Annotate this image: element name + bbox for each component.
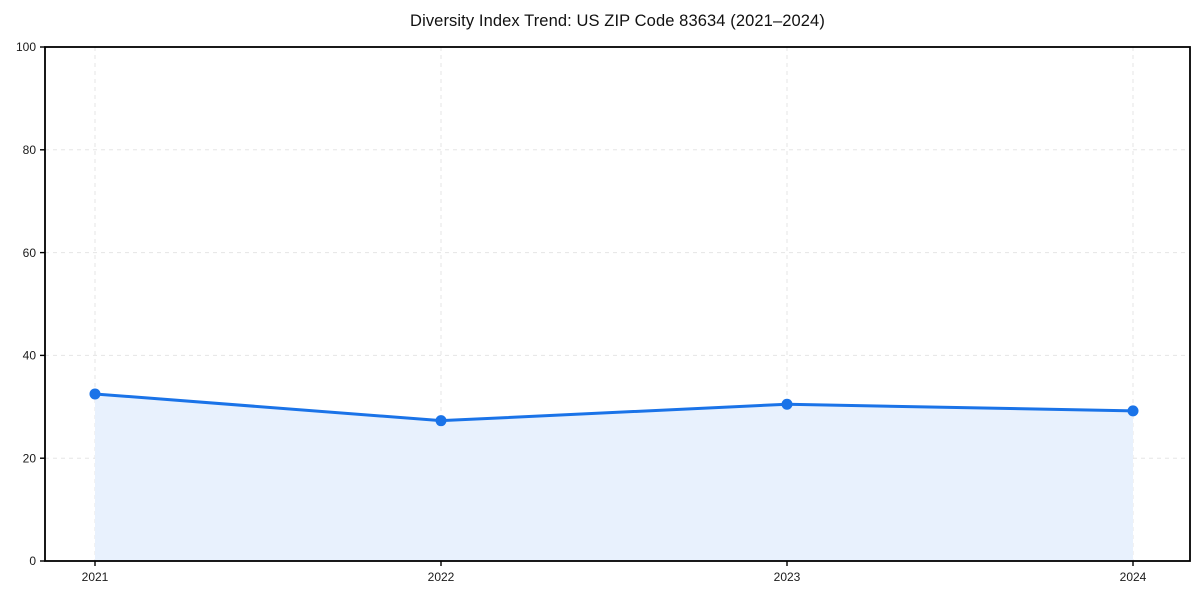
y-tick-label: 40 [23, 349, 37, 363]
x-tick-label: 2023 [774, 570, 801, 584]
data-point-2023 [781, 398, 793, 410]
x-tick-label: 2022 [428, 570, 455, 584]
data-point-2024 [1127, 405, 1139, 417]
trend-line [93, 392, 1135, 423]
y-tick-label: 80 [23, 143, 37, 157]
y-tick-label: 20 [23, 451, 37, 465]
x-tick-label: 2024 [1120, 570, 1147, 584]
x-tick-label: 2021 [82, 570, 109, 584]
y-tick-label: 60 [23, 246, 37, 260]
area-fill [95, 393, 1133, 561]
plot-border [44, 46, 1191, 562]
y-tick-label: 0 [29, 554, 36, 568]
y-tick-label: 100 [16, 40, 36, 54]
data-point-2021 [89, 388, 101, 400]
data-point-2022 [435, 415, 447, 427]
chart-title: Diversity Index Trend: US ZIP Code 83634… [410, 12, 825, 30]
